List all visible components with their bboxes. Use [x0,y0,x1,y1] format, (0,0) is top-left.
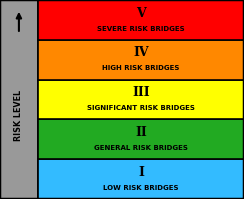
Text: IV: IV [133,46,149,60]
Text: RISK LEVEL: RISK LEVEL [14,90,23,141]
Bar [38,119,244,159]
Bar [38,40,244,80]
Text: I: I [138,166,144,179]
Bar [0,0,38,199]
Text: V: V [136,7,146,20]
Text: SIGNIFICANT RISK BRIDGES: SIGNIFICANT RISK BRIDGES [87,105,195,111]
Text: GENERAL RISK BRIDGES: GENERAL RISK BRIDGES [94,145,188,151]
Bar [38,159,244,199]
Text: SEVERE RISK BRIDGES: SEVERE RISK BRIDGES [97,26,185,32]
Text: HIGH RISK BRIDGES: HIGH RISK BRIDGES [102,65,180,71]
Text: LOW RISK BRIDGES: LOW RISK BRIDGES [103,185,179,191]
Text: III: III [132,86,150,99]
Bar [38,0,244,40]
Text: II: II [135,126,147,139]
Bar [38,80,244,119]
